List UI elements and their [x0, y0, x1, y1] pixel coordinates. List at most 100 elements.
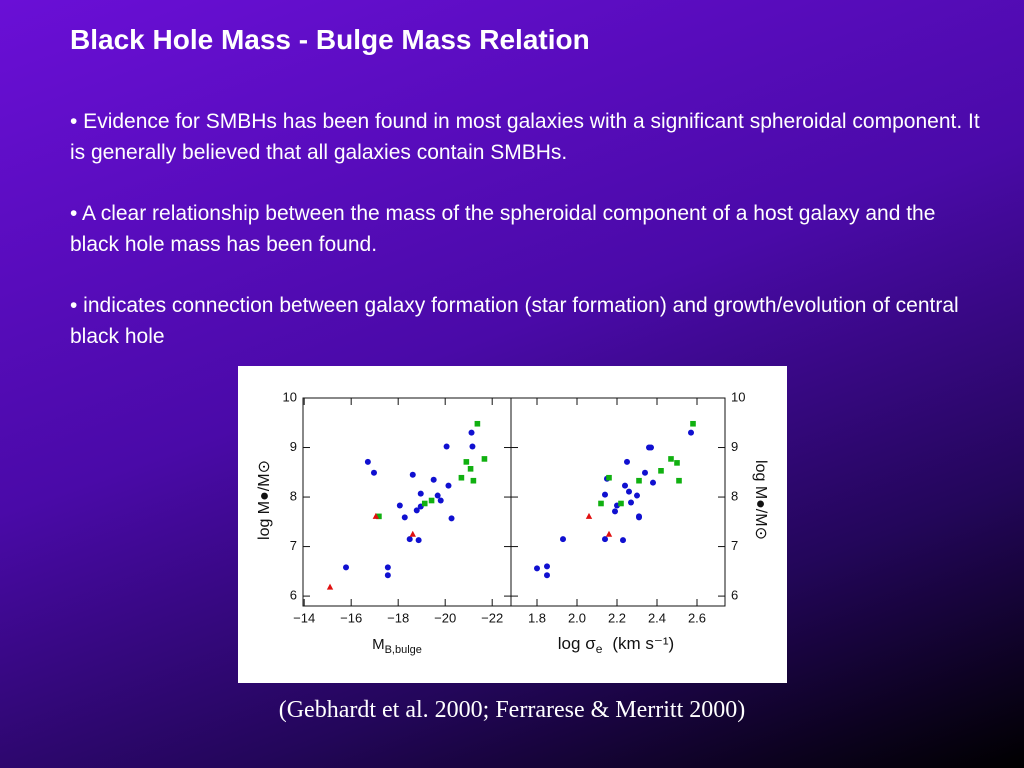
point — [376, 513, 382, 520]
point — [606, 474, 612, 481]
point — [605, 530, 613, 537]
point — [428, 497, 435, 504]
point — [474, 420, 481, 427]
point — [688, 429, 694, 436]
x-tick-label: −22 — [481, 610, 503, 625]
point — [409, 530, 416, 537]
figure: log M●/M⊙ log M●/M⊙ MB,bulge log σe (km s… — [238, 366, 787, 683]
x-tick-label: 2.0 — [568, 610, 586, 625]
point — [602, 491, 608, 498]
point — [421, 500, 428, 507]
y-tick-label: 10 — [283, 389, 297, 404]
point — [622, 482, 628, 489]
bullet: • A clear relationship between the mass … — [70, 202, 936, 256]
point — [372, 512, 380, 519]
point — [620, 537, 626, 544]
y-tick-label: 9 — [731, 439, 738, 454]
point — [602, 536, 608, 543]
point — [628, 499, 634, 506]
point — [634, 492, 640, 499]
point — [364, 458, 371, 465]
x-tick-label: −16 — [340, 610, 362, 625]
point — [650, 479, 656, 486]
y-axis-label: log M●/M⊙ — [256, 460, 273, 540]
y-tick-label: 9 — [290, 439, 297, 454]
point — [674, 460, 680, 466]
bullet: • Evidence for SMBHs has been found in m… — [70, 110, 980, 164]
y-tick-label: 7 — [290, 538, 297, 553]
point — [560, 536, 566, 543]
x-tick-label: 2.6 — [688, 610, 706, 625]
point — [544, 572, 550, 579]
point — [544, 563, 550, 570]
point — [396, 502, 403, 509]
slide-title: Black Hole Mass - Bulge Mass Relation — [70, 24, 590, 55]
point — [658, 468, 664, 474]
point — [443, 443, 450, 450]
point — [401, 514, 408, 521]
caption: (Gebhardt et al. 2000; Ferrarese & Merri… — [278, 697, 746, 723]
point — [690, 420, 696, 427]
point — [469, 443, 476, 450]
point — [434, 492, 441, 499]
x-axis-label: log σe (km s⁻¹) — [558, 634, 674, 656]
point — [612, 508, 618, 515]
point — [481, 456, 488, 462]
y-tick-label: 6 — [290, 588, 297, 603]
point — [370, 469, 377, 476]
x-tick-label: 1.8 — [528, 610, 546, 625]
plot-frame — [302, 397, 512, 607]
bullet: • indicates connection between galaxy fo… — [70, 294, 959, 348]
point — [384, 564, 391, 571]
point — [406, 536, 413, 543]
point — [470, 477, 477, 484]
point — [326, 583, 334, 590]
y-tick-label: 8 — [290, 488, 297, 503]
y-tick-label: 10 — [731, 389, 745, 404]
x-tick-label: −18 — [387, 610, 409, 625]
x-tick-label: 2.2 — [608, 610, 626, 625]
point — [534, 565, 540, 572]
point — [642, 469, 648, 476]
point — [417, 490, 424, 497]
x-tick-label: 2.4 — [648, 610, 666, 625]
point — [415, 537, 422, 544]
x-label-sub: B,bulge — [385, 644, 422, 656]
point — [343, 564, 350, 571]
x-label-sub: e — [596, 642, 603, 656]
chart: log M●/M⊙ log M●/M⊙ MB,bulge log σe (km s… — [256, 389, 769, 656]
point — [648, 444, 654, 451]
x-tick-label: −20 — [434, 610, 456, 625]
point — [413, 507, 420, 514]
x-label-main: M — [372, 636, 385, 653]
point — [626, 488, 632, 495]
point — [624, 458, 630, 465]
y-tick-label: 6 — [731, 588, 738, 603]
point — [448, 515, 455, 522]
point — [467, 466, 474, 472]
point — [384, 572, 391, 579]
point — [636, 477, 642, 484]
point — [468, 429, 475, 436]
y-tick-label: 7 — [731, 538, 738, 553]
point — [585, 512, 593, 519]
point — [458, 474, 465, 481]
point — [676, 477, 682, 484]
x-tick-label: −14 — [293, 610, 315, 625]
point — [463, 459, 470, 465]
point — [618, 500, 624, 507]
point — [445, 482, 452, 489]
point — [636, 514, 642, 521]
point — [437, 497, 444, 504]
x-label-main: log σ — [558, 634, 596, 653]
y-axis-label: log M●/M⊙ — [752, 460, 769, 540]
point — [598, 500, 604, 507]
point — [409, 471, 416, 478]
x-axis-label: MB,bulge — [372, 636, 422, 656]
y-tick-label: 8 — [731, 488, 738, 503]
point — [668, 456, 674, 462]
point — [430, 476, 437, 483]
plot-frame — [510, 397, 726, 607]
x-label-unit: (km s⁻¹) — [612, 634, 674, 653]
